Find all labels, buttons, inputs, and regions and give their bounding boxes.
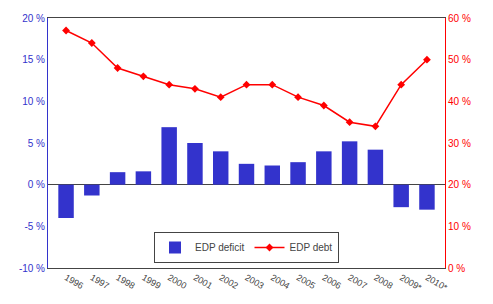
svg-text:-5 %: -5 % [24,221,45,232]
svg-text:20 %: 20 % [448,179,471,190]
svg-text:2009*: 2009* [398,272,424,293]
svg-text:30 %: 30 % [448,138,471,149]
svg-text:50 %: 50 % [448,54,471,65]
svg-text:2002: 2002 [217,272,239,291]
svg-text:0 %: 0 % [28,179,45,190]
svg-text:60 %: 60 % [448,13,471,24]
svg-text:2008: 2008 [372,272,394,291]
svg-text:0 %: 0 % [448,263,465,274]
svg-text:2004: 2004 [269,272,291,291]
svg-text:EDP deficit: EDP deficit [195,242,245,253]
svg-text:2001: 2001 [192,272,214,291]
svg-text:-10 %: -10 % [19,263,45,274]
svg-text:1997: 1997 [89,272,111,291]
svg-text:2000: 2000 [166,272,188,291]
svg-text:2006: 2006 [321,272,343,291]
svg-text:EDP debt: EDP debt [290,242,333,253]
svg-text:1998: 1998 [114,272,136,291]
svg-text:15 %: 15 % [22,54,45,65]
svg-text:1996: 1996 [63,272,85,291]
svg-text:10 %: 10 % [22,96,45,107]
svg-text:5 %: 5 % [28,138,45,149]
svg-text:10 %: 10 % [448,221,471,232]
svg-text:2005: 2005 [295,272,317,291]
svg-text:20 %: 20 % [22,13,45,24]
svg-text:2010*: 2010* [424,272,450,293]
svg-text:1999: 1999 [140,272,162,291]
svg-text:40 %: 40 % [448,96,471,107]
svg-text:2003: 2003 [243,272,265,291]
svg-text:2007: 2007 [346,272,368,291]
